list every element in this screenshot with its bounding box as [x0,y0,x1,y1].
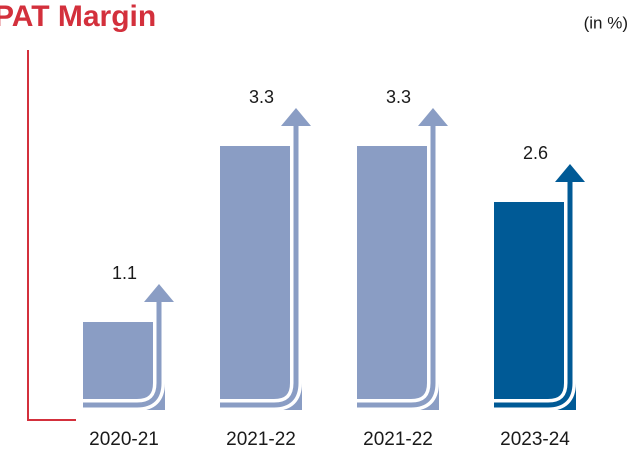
x-tick-label: 2021-22 [363,429,433,450]
arrow-head [281,108,311,126]
arrow-shaft [494,180,573,408]
arrow-shaft [220,124,299,408]
arrow-head [144,284,174,302]
x-tick-label: 2020-21 [89,429,159,450]
axis-line [27,50,76,421]
x-tick-label: 2021-22 [226,429,296,450]
bar [220,146,302,410]
arrow-head [555,164,585,182]
value-label: 3.3 [386,87,411,107]
arrow-shaft [83,300,162,408]
bar [357,146,439,410]
arrow-head [418,108,448,126]
value-label: 3.3 [249,87,274,107]
chart-subtitle: (in %) [584,13,628,32]
value-label: 1.1 [112,263,137,283]
x-tick-label: 2023-24 [500,429,570,450]
value-label: 2.6 [523,143,548,163]
arrow-shaft [357,124,436,408]
bar [494,202,576,410]
chart-title: PAT Margin [0,0,156,33]
